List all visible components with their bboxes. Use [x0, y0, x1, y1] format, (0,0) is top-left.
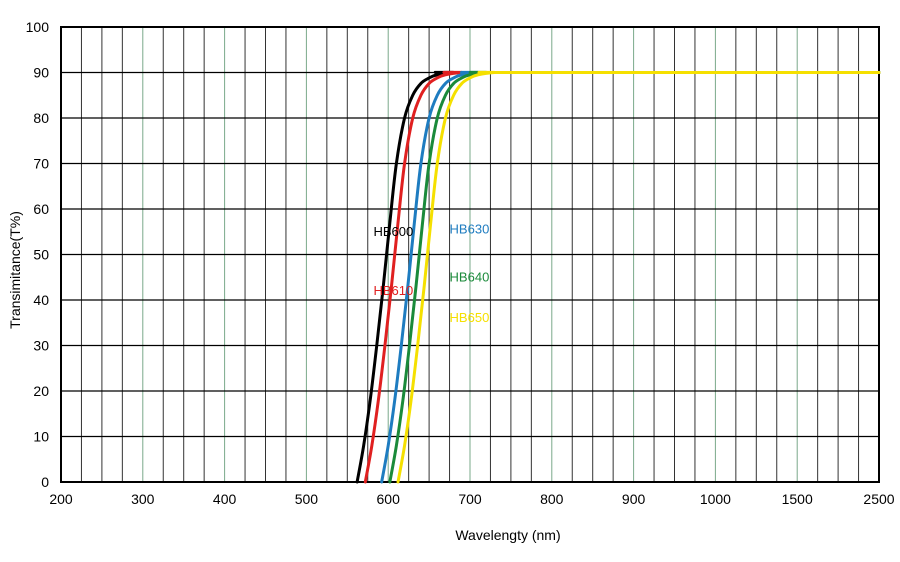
y-tick-label: 30 — [33, 338, 49, 354]
series-lines — [355, 70, 881, 484]
x-tick-label: 700 — [458, 491, 482, 507]
series-line-hb650 — [396, 70, 881, 484]
x-tick-label: 500 — [295, 491, 319, 507]
x-tick-label: 2500 — [863, 491, 894, 507]
series-line-hb630 — [380, 70, 881, 484]
y-tick-label: 10 — [33, 429, 49, 445]
y-axis-title: Transimitance(T%) — [7, 211, 23, 329]
series-line-hb640 — [388, 70, 881, 484]
series-line-hb610 — [363, 70, 881, 484]
x-tick-labels: 200 300 400 500 600 700 800 900 1000 1500 2500 — [49, 491, 894, 507]
y-tick-label: 90 — [33, 65, 49, 81]
y-tick-label: 50 — [33, 247, 49, 263]
x-tick-label: 800 — [540, 491, 564, 507]
y-tick-label: 80 — [33, 110, 49, 126]
x-tick-label: 200 — [49, 491, 73, 507]
series-label-hb610: HB610 — [373, 283, 413, 298]
x-tick-label: 300 — [131, 491, 155, 507]
series-label-hb630: HB630 — [450, 221, 490, 236]
y-tick-labels: 0 10 20 30 40 50 60 70 80 90 100 — [26, 19, 50, 490]
x-tick-label: 1000 — [700, 491, 731, 507]
x-tick-label: 600 — [377, 491, 401, 507]
series-annotations: HB600 HB610 HB630 HB640 HB650 — [373, 221, 489, 325]
series-label-hb640: HB640 — [450, 269, 490, 284]
y-tick-label: 60 — [33, 201, 49, 217]
plot-frame — [60, 26, 880, 483]
series-label-hb600: HB600 — [373, 224, 413, 239]
x-axis-title: Wavelengty (nm) — [455, 527, 560, 543]
y-tick-label: 40 — [33, 292, 49, 308]
x-tick-label: 1500 — [782, 491, 813, 507]
x-tick-label: 400 — [213, 491, 237, 507]
y-tick-label: 0 — [41, 474, 49, 490]
series-label-hb650: HB650 — [450, 310, 490, 325]
major-gridlines — [61, 27, 879, 482]
y-tick-label: 100 — [26, 19, 50, 35]
x-tick-label: 900 — [622, 491, 646, 507]
y-tick-label: 70 — [33, 156, 49, 172]
y-tick-label: 20 — [33, 383, 49, 399]
